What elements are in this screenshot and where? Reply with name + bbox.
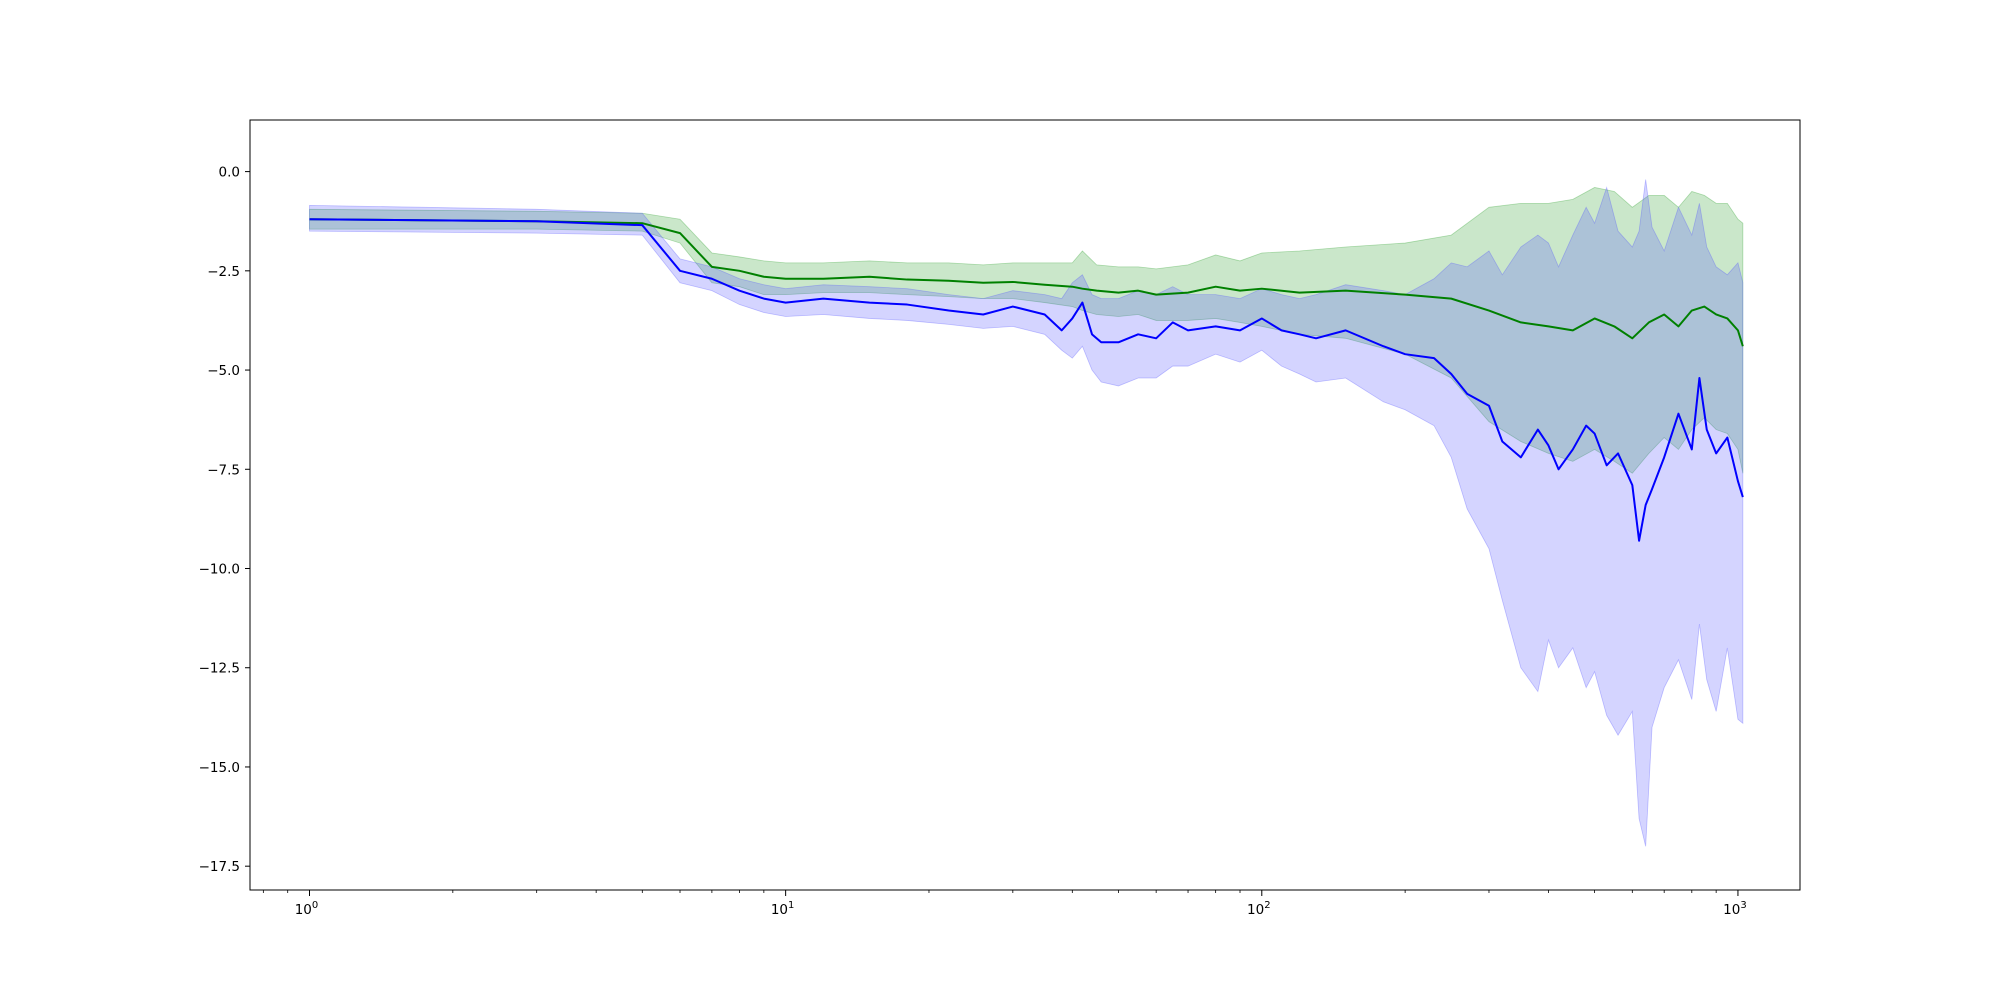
x-tick-label: 100 bbox=[295, 900, 319, 918]
series-1-band bbox=[309, 187, 1744, 474]
y-tick-label: −17.5 bbox=[199, 859, 240, 875]
plot-frame bbox=[249, 119, 1801, 891]
x-tick-label: 103 bbox=[1723, 900, 1747, 918]
confidence-bands bbox=[309, 179, 1744, 847]
series-1-line bbox=[309, 218, 1744, 347]
y-tick-label: −2.5 bbox=[207, 264, 240, 280]
y-tick-label: −15.0 bbox=[199, 760, 240, 776]
x-tick-label: 102 bbox=[1247, 900, 1271, 918]
series-2-line bbox=[309, 218, 1744, 542]
y-tick-label: −5.0 bbox=[207, 363, 240, 379]
y-axis: 0.0 −2.5 −5.0 −7.5 −10.0 −12.5 −15.0 −17.5 bbox=[199, 165, 250, 875]
series-lines bbox=[309, 218, 1744, 542]
x-axis: 100 101 102 103 bbox=[262, 890, 1747, 918]
y-tick-label: −12.5 bbox=[199, 661, 240, 677]
y-tick-label: −10.0 bbox=[199, 562, 240, 578]
y-tick-label: −7.5 bbox=[207, 462, 240, 478]
y-tick-label: 0.0 bbox=[219, 165, 240, 181]
x-tick-label: 101 bbox=[771, 900, 795, 918]
